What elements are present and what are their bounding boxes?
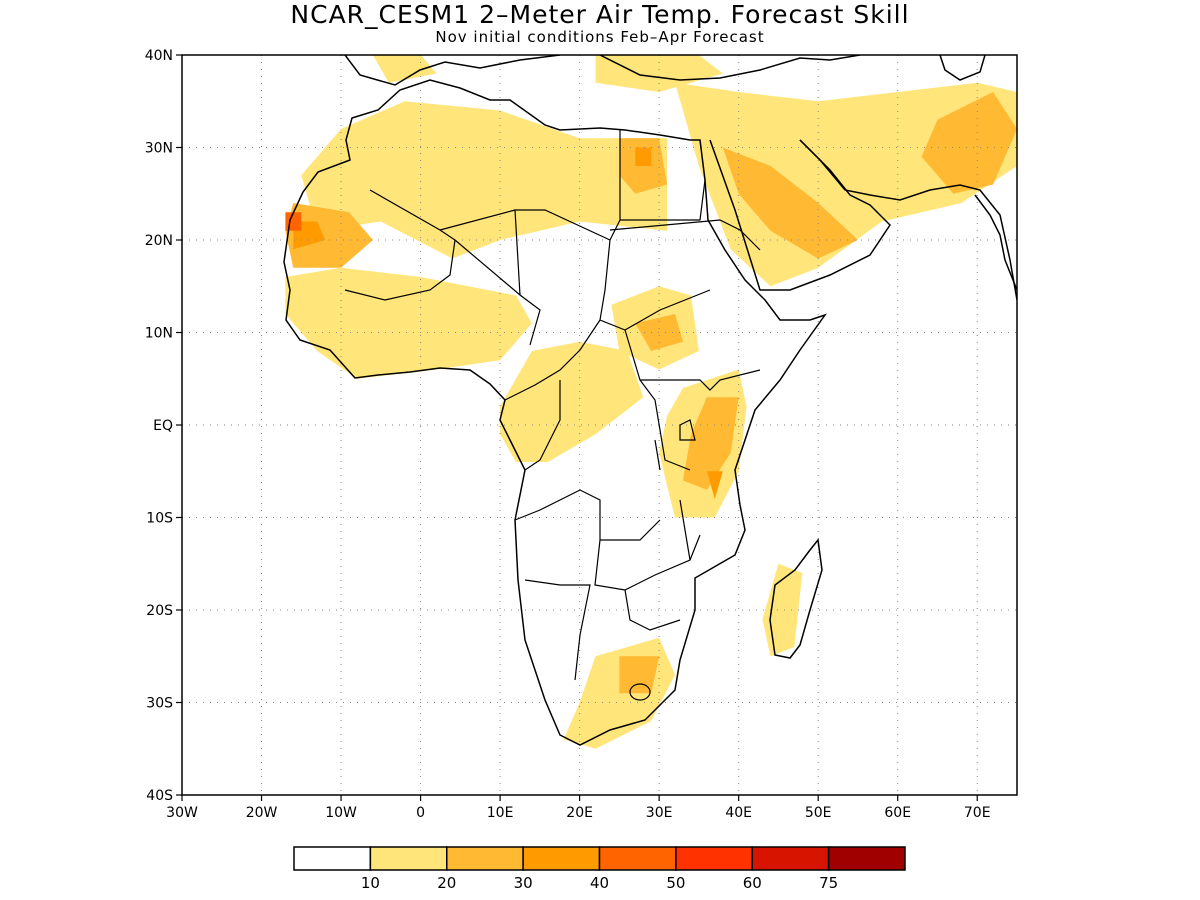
skill-region-20 <box>285 212 302 231</box>
skill-shading-layer <box>285 55 1017 749</box>
skill-region-19 <box>706 471 723 499</box>
great-lakes <box>654 419 696 561</box>
lat-tick-label: 20S <box>146 603 173 619</box>
skill-region-12 <box>722 147 858 259</box>
lon-tick-label: 30W <box>166 805 198 821</box>
arabia-coastline <box>709 139 891 291</box>
lat-tick-label: 10S <box>146 511 173 527</box>
lat-tick-label: EQ <box>153 418 173 434</box>
gridlines <box>182 55 1017 795</box>
madagascar-coastline <box>769 538 823 659</box>
colorbar-swatch <box>675 846 753 871</box>
skill-region-13 <box>921 92 1017 194</box>
lat-tick-label: 40S <box>146 788 173 804</box>
caspian-coastline <box>939 55 986 81</box>
colorbar-label: 20 <box>437 874 456 892</box>
skill-region-18 <box>635 147 652 166</box>
colorbar-swatch <box>827 846 906 871</box>
skill-region-10 <box>285 203 373 268</box>
lon-tick-label: 20E <box>566 805 593 821</box>
colorbar-label: 40 <box>590 874 609 892</box>
map-title: NCAR_CESM1 2–Meter Air Temp. Forecast Sk… <box>290 0 910 29</box>
lat-tick-label: 30N <box>145 141 173 157</box>
country-borders <box>344 130 761 681</box>
skill-region-11 <box>619 138 668 194</box>
colorbar-swatch <box>522 846 601 871</box>
lon-tick-label: 60E <box>884 805 911 821</box>
lat-tick-label: 20N <box>145 233 173 249</box>
skill-region-5 <box>500 341 644 462</box>
skill-region-15 <box>619 656 660 694</box>
colorbar-label: 30 <box>514 874 533 892</box>
skill-region-4 <box>285 267 532 379</box>
africa-coastline <box>283 79 827 746</box>
skill-region-2 <box>372 55 437 83</box>
lon-tick-label: 10W <box>325 805 357 821</box>
lon-tick-label: 40E <box>725 805 752 821</box>
lon-tick-label: 20W <box>246 805 278 821</box>
lon-tick-label: 30E <box>646 805 673 821</box>
lat-tick-label: 40N <box>145 48 173 64</box>
lon-tick-label: 0 <box>416 805 425 821</box>
india-coastline <box>974 194 1017 291</box>
colorbar-swatch <box>598 846 677 871</box>
colorbar-swatch <box>751 846 830 871</box>
lat-tick-label: 10N <box>145 326 173 342</box>
skill-region-0 <box>301 101 668 259</box>
mediterranean-north-coast <box>344 55 861 86</box>
lon-tick-label: 70E <box>964 805 991 821</box>
colorbar-swatch <box>446 846 524 871</box>
gulf-coastline <box>799 139 1017 301</box>
colorbar: 10 20 30 40 50 60 75 <box>293 846 906 892</box>
colorbar-swatch <box>293 846 372 871</box>
lon-tick-label: 50E <box>805 805 832 821</box>
colorbar-label: 75 <box>819 874 838 892</box>
colorbar-label: 60 <box>743 874 762 892</box>
coastlines <box>283 55 1017 746</box>
colorbar-label: 10 <box>361 874 380 892</box>
colorbar-swatch <box>369 846 448 871</box>
lat-tick-label: 30S <box>146 696 173 712</box>
colorbar-label: 50 <box>666 874 685 892</box>
skill-region-1 <box>675 82 1017 287</box>
map-subtitle: Nov initial conditions Feb–Apr Forecast <box>435 28 765 46</box>
skill-region-3 <box>595 55 723 92</box>
skill-region-16 <box>635 314 683 351</box>
lon-tick-label: 10E <box>487 805 514 821</box>
skill-region-14 <box>683 397 739 490</box>
lesotho-border <box>629 683 651 701</box>
